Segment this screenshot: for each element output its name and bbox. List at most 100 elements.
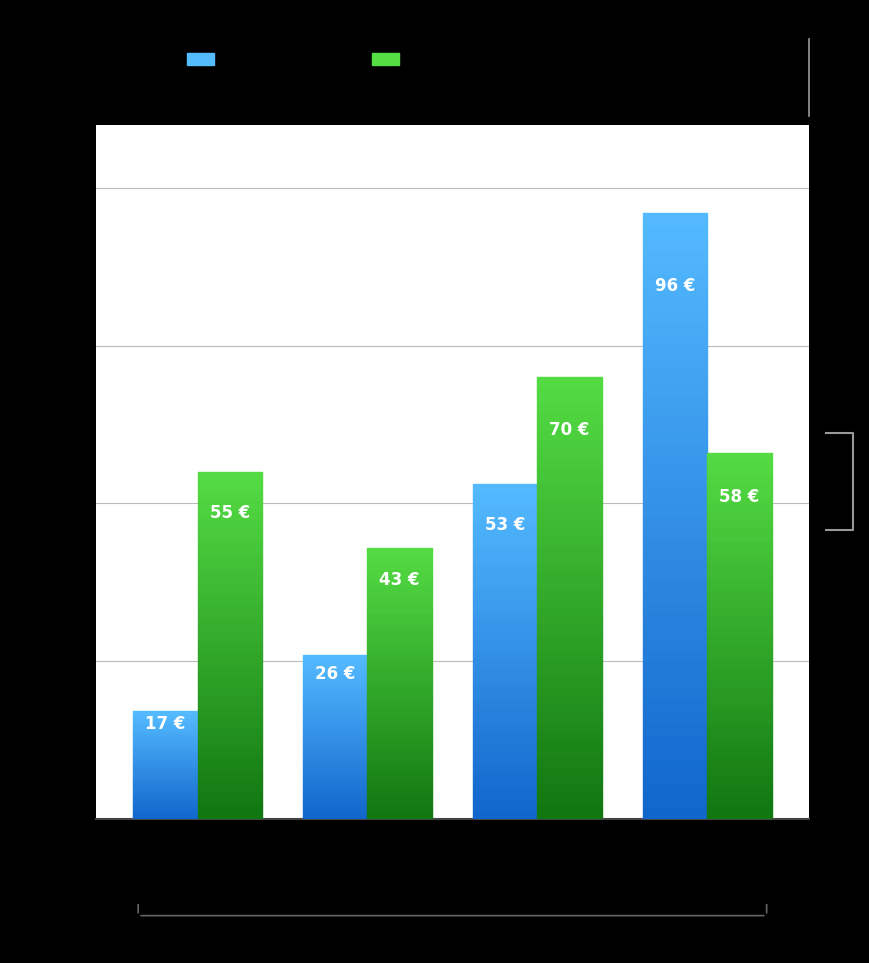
Bar [133, 787, 197, 789]
Bar [472, 484, 537, 491]
Bar [197, 687, 262, 693]
Bar [642, 371, 706, 383]
Bar [302, 667, 367, 671]
Bar [706, 738, 771, 745]
Bar [537, 412, 601, 422]
Bar [706, 694, 771, 702]
Bar [367, 672, 432, 678]
Bar [302, 809, 367, 812]
Bar [197, 541, 262, 548]
Bar [197, 736, 262, 742]
Bar [367, 689, 432, 694]
Bar [472, 798, 537, 805]
Bar [133, 799, 197, 801]
Bar [133, 748, 197, 750]
Bar [133, 791, 197, 793]
Bar [197, 520, 262, 528]
Bar [302, 746, 367, 750]
Bar [197, 659, 262, 666]
Text: 70 €: 70 € [549, 421, 589, 439]
Bar [706, 519, 771, 526]
Bar [367, 786, 432, 792]
Bar [706, 804, 771, 811]
Bar [472, 752, 537, 759]
Bar [133, 737, 197, 740]
Bar [537, 528, 601, 536]
Bar [367, 662, 432, 666]
Bar [133, 754, 197, 756]
Bar [537, 448, 601, 456]
Bar [472, 632, 537, 638]
Bar [537, 475, 601, 483]
Bar [472, 538, 537, 545]
Bar [472, 698, 537, 705]
Bar [302, 723, 367, 727]
Bar [133, 778, 197, 780]
Bar [133, 771, 197, 773]
Bar [472, 691, 537, 698]
Bar [302, 740, 367, 743]
Bar [472, 725, 537, 732]
Bar [706, 562, 771, 570]
Bar [133, 806, 197, 808]
Bar [472, 564, 537, 571]
Bar [133, 722, 197, 724]
Bar [706, 511, 771, 519]
Bar [302, 700, 367, 704]
Bar [706, 723, 771, 731]
Bar [302, 756, 367, 760]
Bar [367, 808, 432, 813]
Bar [133, 733, 197, 735]
Bar [367, 553, 432, 559]
Bar [302, 658, 367, 662]
Bar [472, 638, 537, 645]
Bar [642, 734, 706, 746]
Bar [706, 782, 771, 790]
Bar [133, 793, 197, 795]
Bar [706, 709, 771, 716]
Bar [472, 792, 537, 798]
Bar [537, 774, 601, 783]
Bar [367, 650, 432, 656]
Bar [197, 562, 262, 569]
Bar [197, 652, 262, 659]
Bar [472, 759, 537, 765]
Bar [197, 805, 262, 812]
Bar [642, 249, 706, 262]
Bar [472, 705, 537, 712]
Bar [197, 493, 262, 500]
Bar [133, 795, 197, 797]
Bar [472, 745, 537, 752]
Bar [472, 718, 537, 725]
Bar [642, 528, 706, 540]
Bar [537, 422, 601, 430]
Bar [197, 666, 262, 673]
Bar [472, 551, 537, 558]
Bar [706, 731, 771, 738]
Bar [642, 455, 706, 468]
Bar [642, 334, 706, 347]
Bar [367, 796, 432, 802]
Bar [642, 504, 706, 516]
Bar [197, 569, 262, 576]
Text: 17 €: 17 € [145, 716, 185, 733]
Bar [642, 347, 706, 358]
Bar [706, 621, 771, 629]
Bar [367, 775, 432, 781]
Bar [642, 286, 706, 299]
Bar [706, 505, 771, 511]
Bar [367, 792, 432, 796]
Bar [197, 721, 262, 728]
Bar [472, 645, 537, 652]
Bar [642, 323, 706, 334]
Bar [642, 782, 706, 794]
Bar [302, 737, 367, 740]
Bar [133, 726, 197, 729]
Bar [642, 395, 706, 407]
Bar [706, 534, 771, 540]
Bar [197, 479, 262, 485]
Bar [537, 509, 601, 518]
Bar [537, 562, 601, 571]
Bar [197, 589, 262, 597]
Bar [197, 472, 262, 479]
